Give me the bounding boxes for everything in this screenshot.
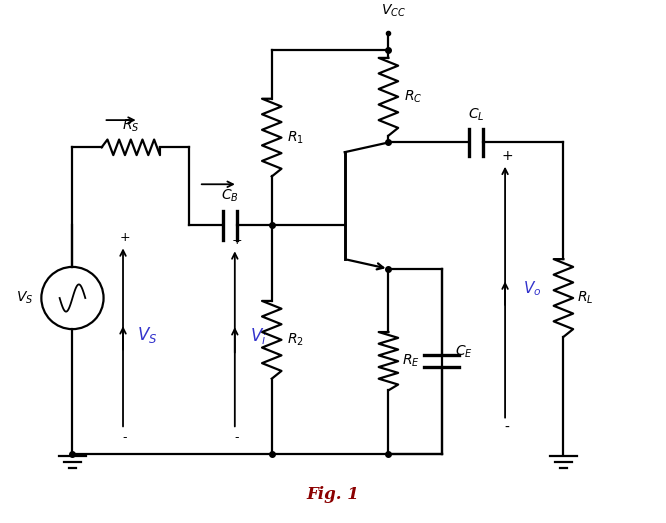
- Text: $R_S$: $R_S$: [122, 117, 140, 134]
- Text: +: +: [501, 149, 513, 163]
- Text: -: -: [234, 430, 239, 444]
- Text: $C_E$: $C_E$: [456, 343, 474, 360]
- Text: $V_S$: $V_S$: [137, 325, 157, 345]
- Text: $V_i$: $V_i$: [250, 326, 267, 346]
- Text: $R_1$: $R_1$: [287, 129, 304, 146]
- Text: +: +: [232, 234, 242, 247]
- Text: +: +: [120, 231, 131, 244]
- Text: $C_B$: $C_B$: [221, 187, 239, 204]
- Text: $R_2$: $R_2$: [287, 332, 304, 348]
- Text: $V_{CC}$: $V_{CC}$: [381, 3, 406, 19]
- Text: $C_L$: $C_L$: [468, 107, 484, 123]
- Text: $V_S$: $V_S$: [16, 290, 33, 306]
- Text: $V_o$: $V_o$: [523, 279, 541, 298]
- Text: -: -: [123, 430, 127, 444]
- Text: -: -: [505, 422, 509, 435]
- Text: $R_L$: $R_L$: [577, 290, 593, 306]
- Text: $R_C$: $R_C$: [404, 88, 422, 105]
- Text: Fig. 1: Fig. 1: [306, 486, 360, 503]
- Text: $R_E$: $R_E$: [402, 353, 420, 369]
